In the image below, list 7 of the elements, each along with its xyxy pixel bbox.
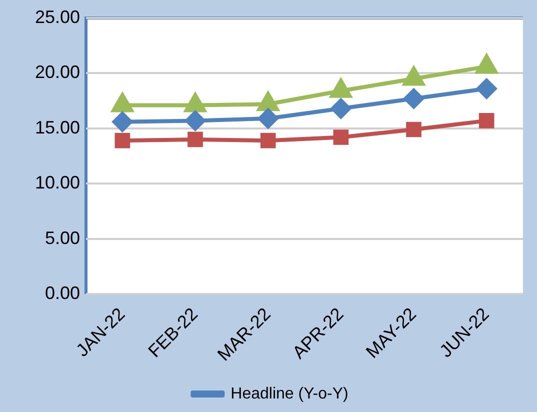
- y-tick-label: 20.00: [34, 62, 80, 82]
- y-tick-label: 10.00: [34, 172, 80, 193]
- y-tick-label: 0.00: [44, 283, 80, 304]
- y-tick-label: 15.00: [34, 117, 80, 138]
- y-tick-label: 25.00: [34, 6, 80, 27]
- y-tick-label: 5.00: [44, 228, 80, 248]
- legend-label: Headline (Y-o-Y): [230, 385, 348, 402]
